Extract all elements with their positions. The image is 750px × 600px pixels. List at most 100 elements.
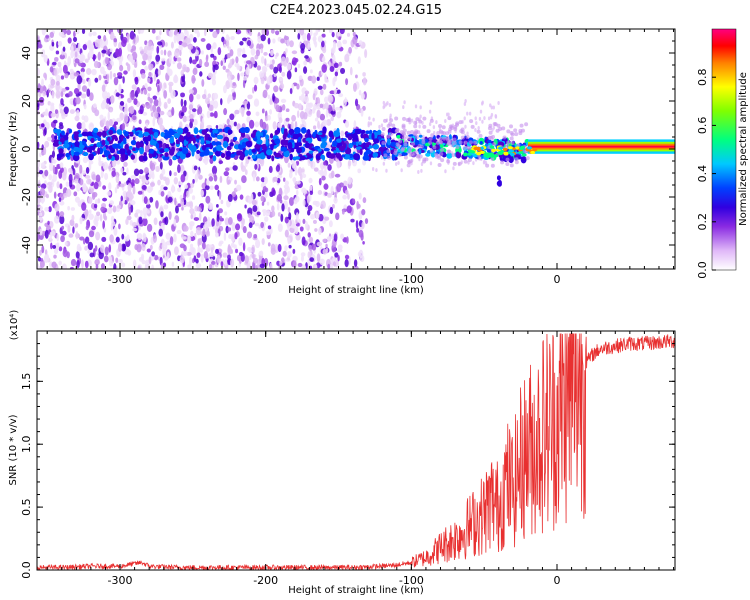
signal-halo [418, 119, 423, 124]
x-tick-label: -200 [253, 273, 278, 286]
signal-blob [312, 131, 317, 138]
noise-speckle [91, 173, 97, 181]
noise-speckle [330, 170, 335, 179]
noise-speckle [341, 209, 345, 215]
noise-speckle [73, 88, 80, 95]
noise-speckle [235, 56, 239, 64]
noise-speckle [100, 244, 105, 253]
noise-speckle [93, 181, 99, 190]
signal-blob [269, 133, 274, 139]
noise-speckle [322, 47, 327, 54]
noise-speckle [99, 114, 104, 121]
signal-halo [403, 139, 408, 144]
noise-speckle [336, 111, 342, 119]
noise-speckle [102, 185, 107, 190]
noise-speckle [272, 189, 276, 196]
noise-speckle [275, 104, 280, 113]
noise-speckle [464, 124, 467, 129]
noise-speckle [73, 62, 77, 68]
signal-blob [228, 129, 233, 135]
signal-blob [315, 155, 321, 160]
noise-speckle [314, 264, 318, 269]
noise-speckle [209, 104, 214, 112]
noise-speckle [179, 243, 186, 249]
noise-speckle [356, 227, 360, 233]
noise-speckle [267, 37, 271, 45]
noise-speckle [193, 165, 198, 171]
signal-blob [63, 143, 70, 149]
signal-blob [207, 136, 213, 142]
noise-speckle [252, 253, 255, 260]
noise-speckle [299, 29, 305, 36]
snr-multiplier-label: (x10⁴) [9, 310, 20, 341]
y-tick-label: 0 [20, 146, 33, 153]
noise-speckle [278, 77, 284, 82]
noise-speckle [160, 49, 164, 56]
noise-speckle [322, 119, 328, 126]
noise-speckle [113, 38, 118, 43]
noise-speckle [212, 92, 219, 100]
noise-speckle [206, 124, 212, 129]
noise-speckle [164, 216, 169, 226]
signal-blob [176, 140, 180, 145]
noise-speckle [61, 115, 66, 120]
noise-speckle [244, 102, 248, 111]
signal-blob [123, 130, 129, 137]
noise-speckle [191, 74, 196, 84]
noise-speckle [113, 73, 116, 78]
noise-speckle [334, 71, 339, 77]
noise-speckle [169, 236, 174, 246]
noise-speckle [200, 38, 206, 42]
noise-speckle [296, 110, 300, 118]
signal-halo [394, 116, 399, 121]
signal-halo [524, 122, 529, 127]
noise-speckle [176, 57, 182, 62]
signal-blob [169, 137, 175, 144]
noise-speckle [267, 225, 272, 230]
noise-speckle [150, 162, 156, 171]
signal-blob [152, 128, 156, 132]
noise-speckle [296, 180, 301, 185]
noise-speckle [447, 112, 450, 117]
noise-speckle [263, 176, 268, 185]
signal-blob [262, 130, 266, 138]
signal-blob [54, 135, 58, 140]
noise-speckle [284, 180, 290, 186]
signal-blob [171, 146, 175, 154]
noise-speckle [144, 65, 148, 71]
signal-blob [296, 147, 303, 154]
noise-speckle [169, 54, 172, 64]
noise-speckle [289, 40, 294, 48]
signal-halo [446, 141, 451, 146]
noise-speckle [110, 223, 114, 231]
noise-speckle [163, 186, 168, 191]
noise-speckle [482, 160, 486, 165]
noise-speckle [188, 187, 193, 194]
noise-speckle [119, 64, 124, 72]
noise-speckle [106, 207, 113, 214]
noise-speckle [72, 36, 78, 43]
noise-speckle [303, 96, 309, 103]
noise-speckle [144, 167, 149, 174]
noise-speckle [38, 44, 43, 49]
noise-speckle [150, 45, 155, 52]
signal-halo [465, 135, 470, 140]
noise-speckle [200, 189, 204, 197]
noise-speckle [236, 123, 241, 131]
noise-speckle [192, 67, 198, 76]
noise-speckle [155, 36, 159, 40]
noise-speckle [137, 190, 143, 195]
x-tick-label: -200 [253, 574, 278, 587]
noise-speckle [344, 189, 349, 195]
signal-halo [505, 162, 510, 167]
noise-speckle [242, 226, 247, 234]
noise-speckle [156, 45, 160, 54]
noise-speckle [224, 258, 228, 266]
signal-halo [426, 129, 431, 134]
noise-speckle [173, 218, 177, 227]
signal-blob [328, 130, 334, 138]
signal-halo [500, 160, 505, 165]
noise-speckle [253, 76, 259, 85]
noise-speckle [307, 209, 311, 216]
noise-speckle [360, 233, 364, 241]
